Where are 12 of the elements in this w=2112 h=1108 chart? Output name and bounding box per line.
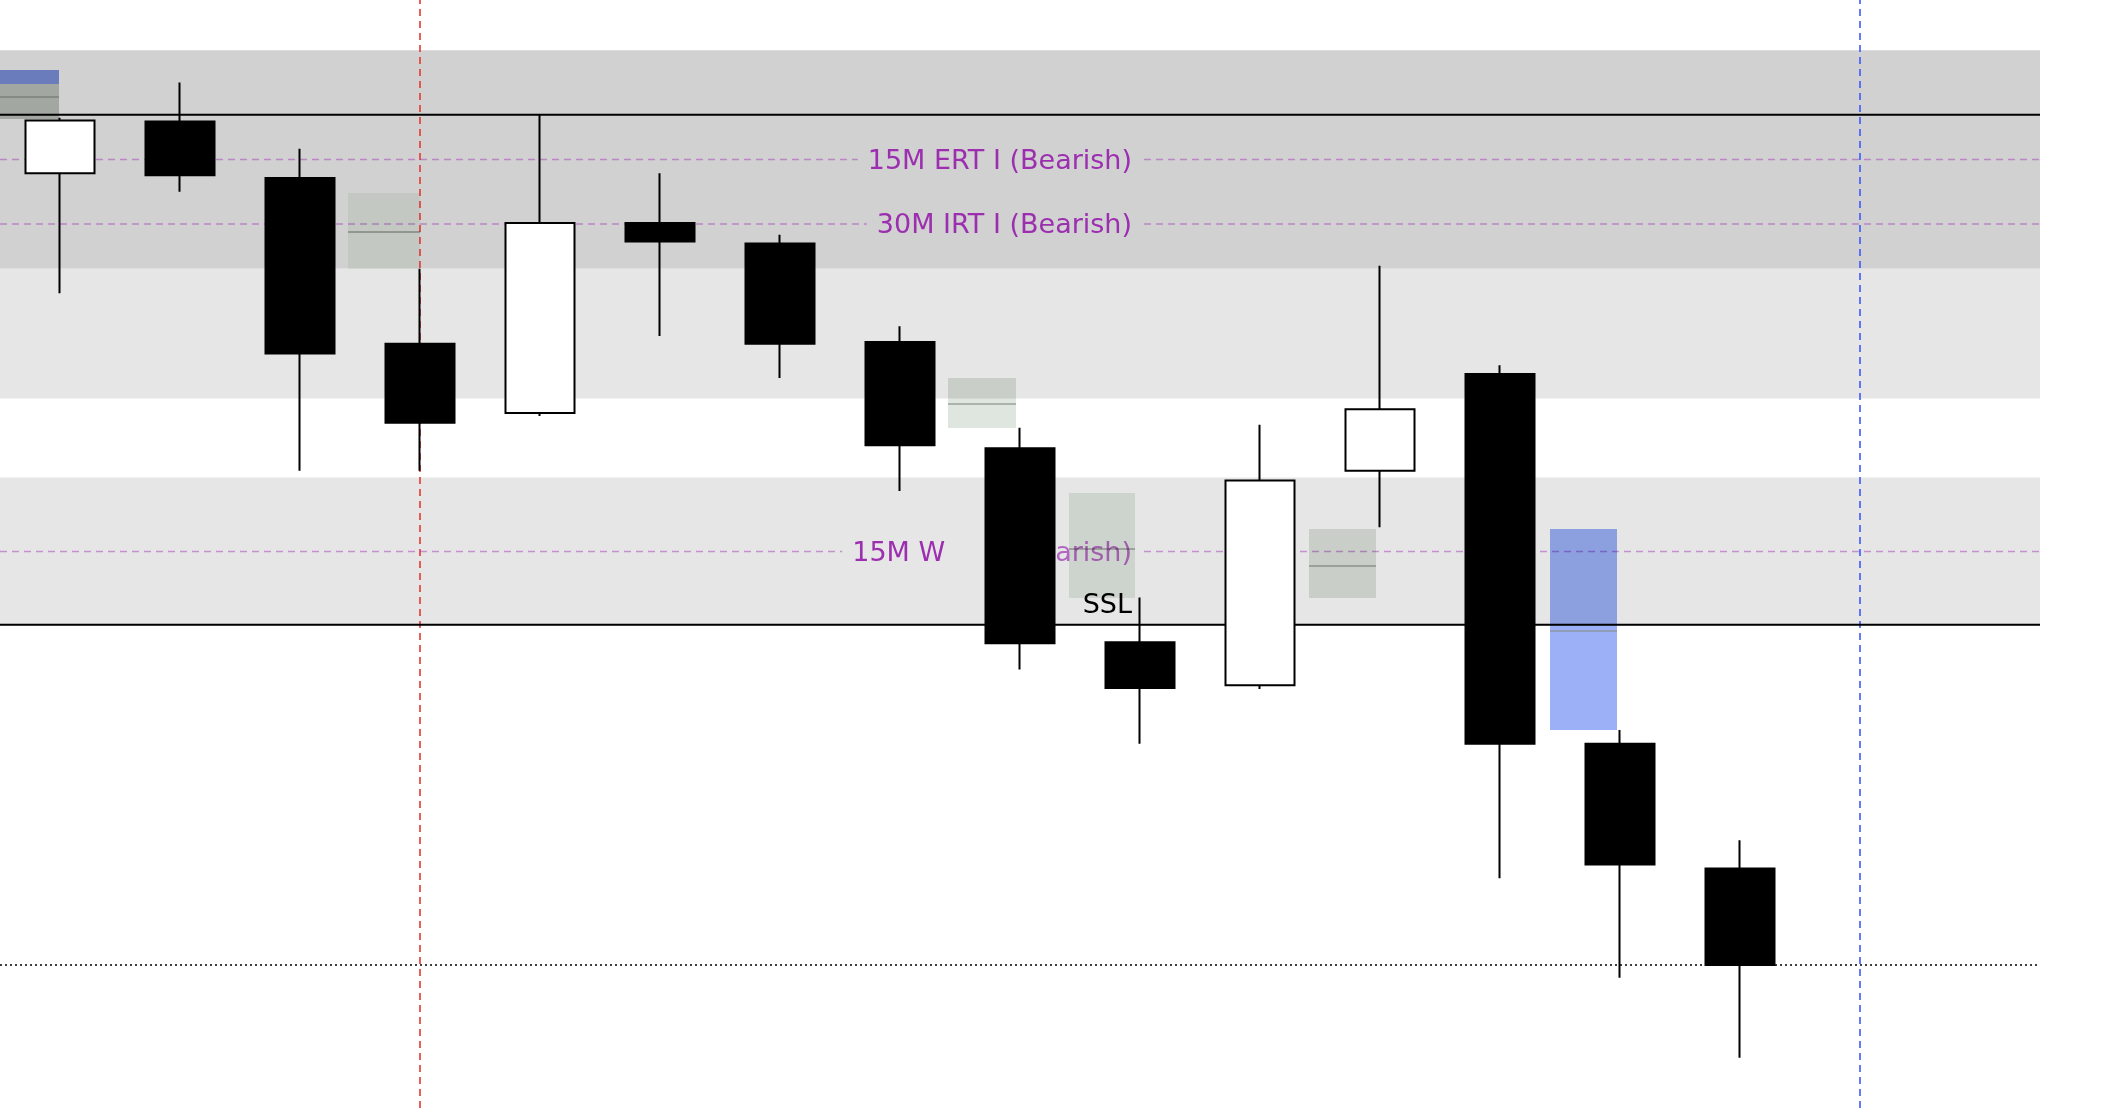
ref-line-label: 30M IRT I (Bearish) bbox=[876, 208, 1132, 240]
candlestick bbox=[864, 325, 936, 493]
ref-line-label: SSL bbox=[1082, 587, 1132, 619]
candlestick bbox=[624, 172, 696, 338]
candlestick bbox=[744, 233, 816, 379]
annotation: arish) bbox=[1055, 536, 1132, 568]
ref-line-label: 15M ERT I (Bearish) bbox=[867, 144, 1132, 176]
candlestick bbox=[264, 147, 336, 472]
ref-line-label: 15M W bbox=[852, 536, 946, 568]
candlestick bbox=[1344, 264, 1416, 529]
candlestick bbox=[24, 116, 96, 295]
candlestick bbox=[384, 267, 456, 472]
